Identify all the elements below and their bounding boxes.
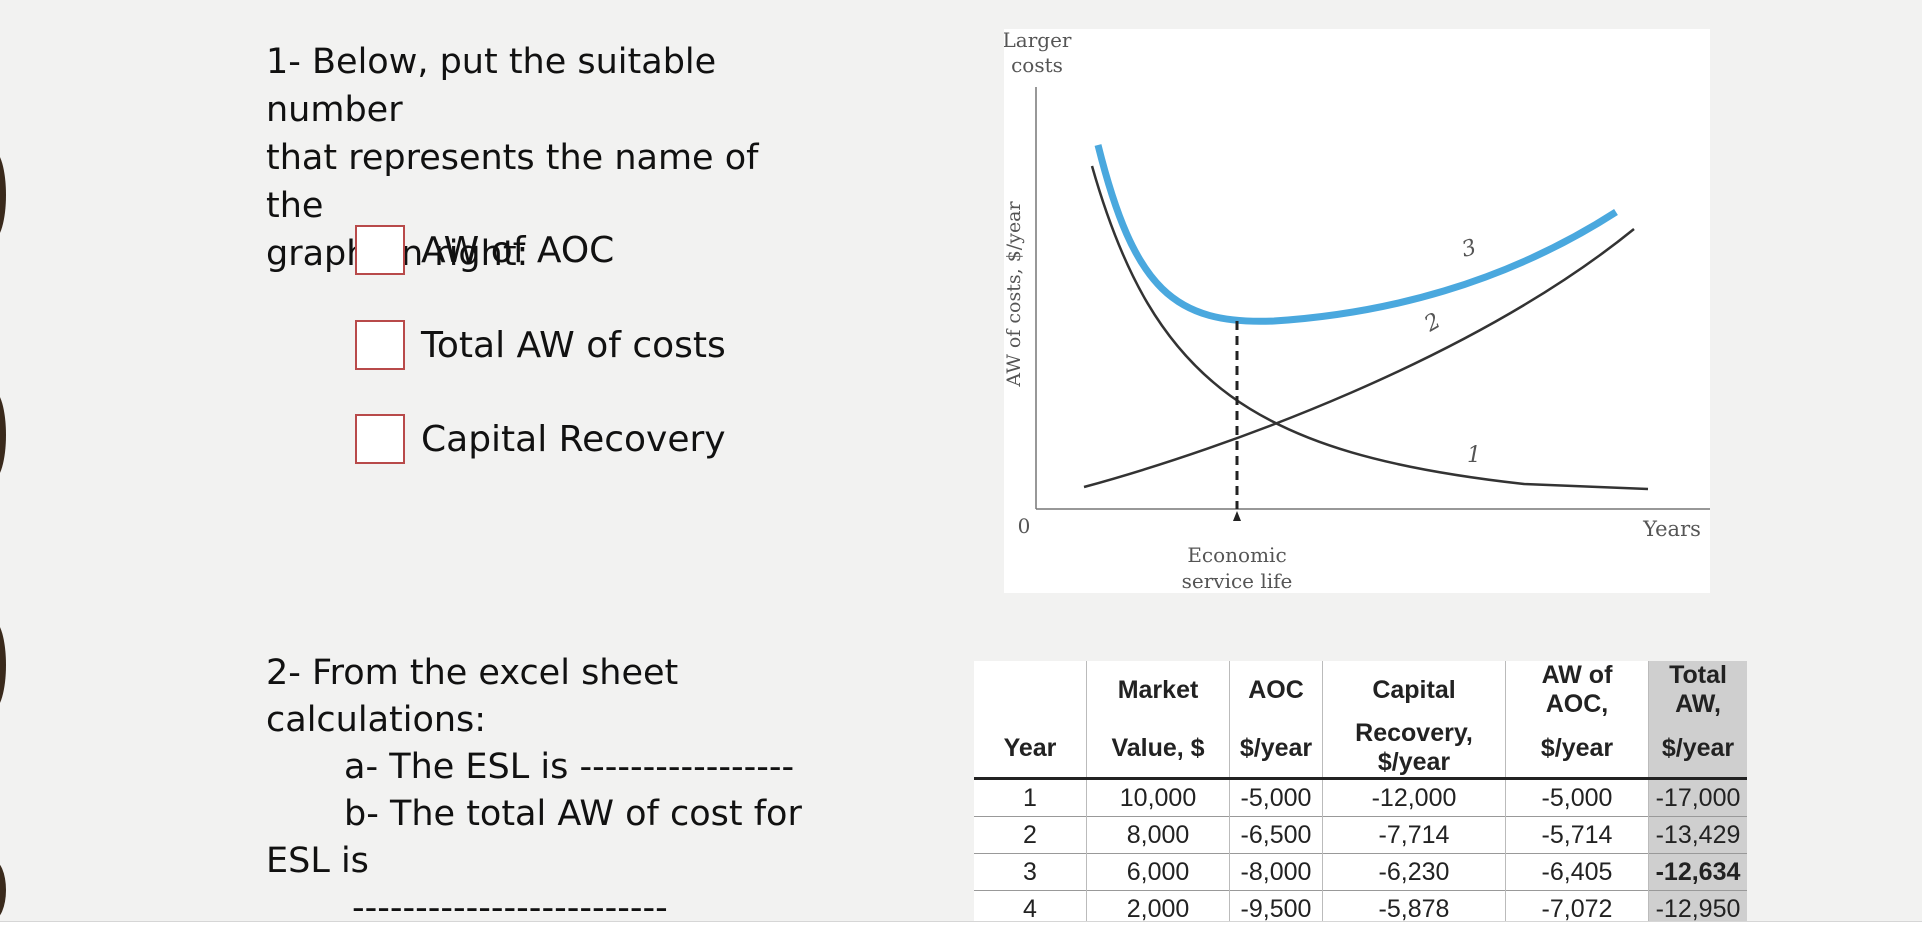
esl-calculation-table: Market AOC Capital AW of AOC, Total AW, …	[974, 661, 1747, 927]
x-axis-label: Years	[1642, 517, 1701, 541]
slide-edge-decoration-2	[0, 390, 6, 480]
table-cell-minimum-total: -12,634	[1648, 853, 1747, 891]
header-cell: Year	[974, 719, 1087, 780]
slide-edge-decoration-1	[0, 150, 6, 240]
table-cell: 3	[974, 853, 1087, 891]
table-cell: -5,878	[1322, 890, 1506, 927]
curve-2-increasing	[1083, 228, 1635, 489]
y-axis-label: AW of costs, $/year	[1004, 200, 1025, 387]
curve-label-2: 2	[1420, 309, 1445, 338]
bottom-strip	[0, 921, 1922, 941]
question-2-line-5: ESL is	[266, 841, 369, 881]
table-cell: -9,500	[1229, 890, 1323, 927]
table-cell: -13,429	[1648, 816, 1747, 854]
curve-3-total	[1094, 144, 1618, 325]
esl-arrow-icon	[1233, 511, 1241, 521]
table-cell: -6,500	[1229, 816, 1323, 854]
table-cell: -12,000	[1322, 778, 1506, 817]
answer-box-aw-of-aoc[interactable]	[355, 225, 405, 275]
header-cell: $/year	[1229, 719, 1323, 780]
curve-label-1: 1	[1467, 443, 1481, 468]
table-cell: -8,000	[1229, 853, 1323, 891]
curve-1-declining	[1090, 165, 1649, 491]
question-2-text: 2- From the excel sheet calculations: a-…	[266, 650, 826, 932]
esl-label-1: Economic	[1187, 543, 1286, 567]
table-cell: -5,000	[1505, 778, 1649, 817]
question-1-line-1: 1- Below, put the suitable number	[266, 42, 717, 130]
table-header-row-2: Year Value, $ $/year Recovery, $/year $/…	[974, 719, 1747, 780]
header-cell: AW of AOC,	[1505, 661, 1649, 719]
table-cell: 6,000	[1086, 853, 1230, 891]
header-cell: $/year	[1505, 719, 1649, 780]
esl-cost-curves-graph: Larger costs AW of costs, $/year 0 Years…	[1004, 29, 1710, 593]
question-2-part-b: b- The total AW of cost for	[344, 794, 802, 834]
header-cell: Value, $	[1086, 719, 1230, 780]
option-total-aw-of-costs: Total AW of costs	[355, 317, 726, 373]
question-2-line-2: calculations:	[266, 700, 487, 740]
table-cell: 1	[974, 778, 1087, 817]
header-cell: Recovery, $/year	[1322, 719, 1506, 780]
slide-edge-decoration-4	[0, 860, 6, 920]
option-capital-recovery: Capital Recovery	[355, 411, 726, 467]
option-label: Total AW of costs	[421, 324, 726, 366]
table-cell: -5,714	[1505, 816, 1649, 854]
table-cell: 10,000	[1086, 778, 1230, 817]
table-row: 3 6,000 -8,000 -6,230 -6,405 -12,634	[974, 853, 1747, 891]
table-cell: -7,072	[1505, 890, 1649, 927]
table-cell: -7,714	[1322, 816, 1506, 854]
table-row: 2 8,000 -6,500 -7,714 -5,714 -13,429	[974, 816, 1747, 854]
answer-box-capital-recovery[interactable]	[355, 414, 405, 464]
header-cell: Capital	[1322, 661, 1506, 719]
esl-label-2: service life	[1182, 569, 1293, 593]
y-top-label-2: costs	[1011, 53, 1063, 77]
curve-label-3: 3	[1459, 235, 1479, 263]
header-cell: AOC	[1229, 661, 1323, 719]
table-cell: -12,950	[1648, 890, 1747, 927]
header-cell: Market	[1086, 661, 1230, 719]
question-2-line-1: 2- From the excel sheet	[266, 653, 679, 693]
table-row: 4 2,000 -9,500 -5,878 -7,072 -12,950	[974, 890, 1747, 927]
table-cell: -17,000	[1648, 778, 1747, 817]
answer-box-total-aw-of-costs[interactable]	[355, 320, 405, 370]
table-row: 1 10,000 -5,000 -12,000 -5,000 -17,000	[974, 778, 1747, 817]
question-2-part-a: a- The ESL is -----------------	[344, 747, 795, 787]
table-cell: -6,405	[1505, 853, 1649, 891]
header-cell	[974, 661, 1087, 719]
header-cell: Total AW,	[1648, 661, 1747, 719]
slide-edge-decoration-3	[0, 620, 6, 710]
table-cell: 8,000	[1086, 816, 1230, 854]
option-label: AW of AOC	[421, 229, 615, 271]
origin-label: 0	[1018, 514, 1031, 538]
table-cell: -5,000	[1229, 778, 1323, 817]
table-cell: 2,000	[1086, 890, 1230, 927]
y-top-label-1: Larger	[1004, 29, 1072, 52]
option-aw-of-aoc: AW of AOC	[355, 222, 614, 278]
header-cell: $/year	[1648, 719, 1747, 780]
table-cell: 4	[974, 890, 1087, 927]
option-label: Capital Recovery	[421, 418, 726, 460]
question-1-line-2: that represents the name of the	[266, 138, 759, 226]
table-cell: 2	[974, 816, 1087, 854]
table-cell: -6,230	[1322, 853, 1506, 891]
table-header-row-1: Market AOC Capital AW of AOC, Total AW,	[974, 661, 1747, 719]
